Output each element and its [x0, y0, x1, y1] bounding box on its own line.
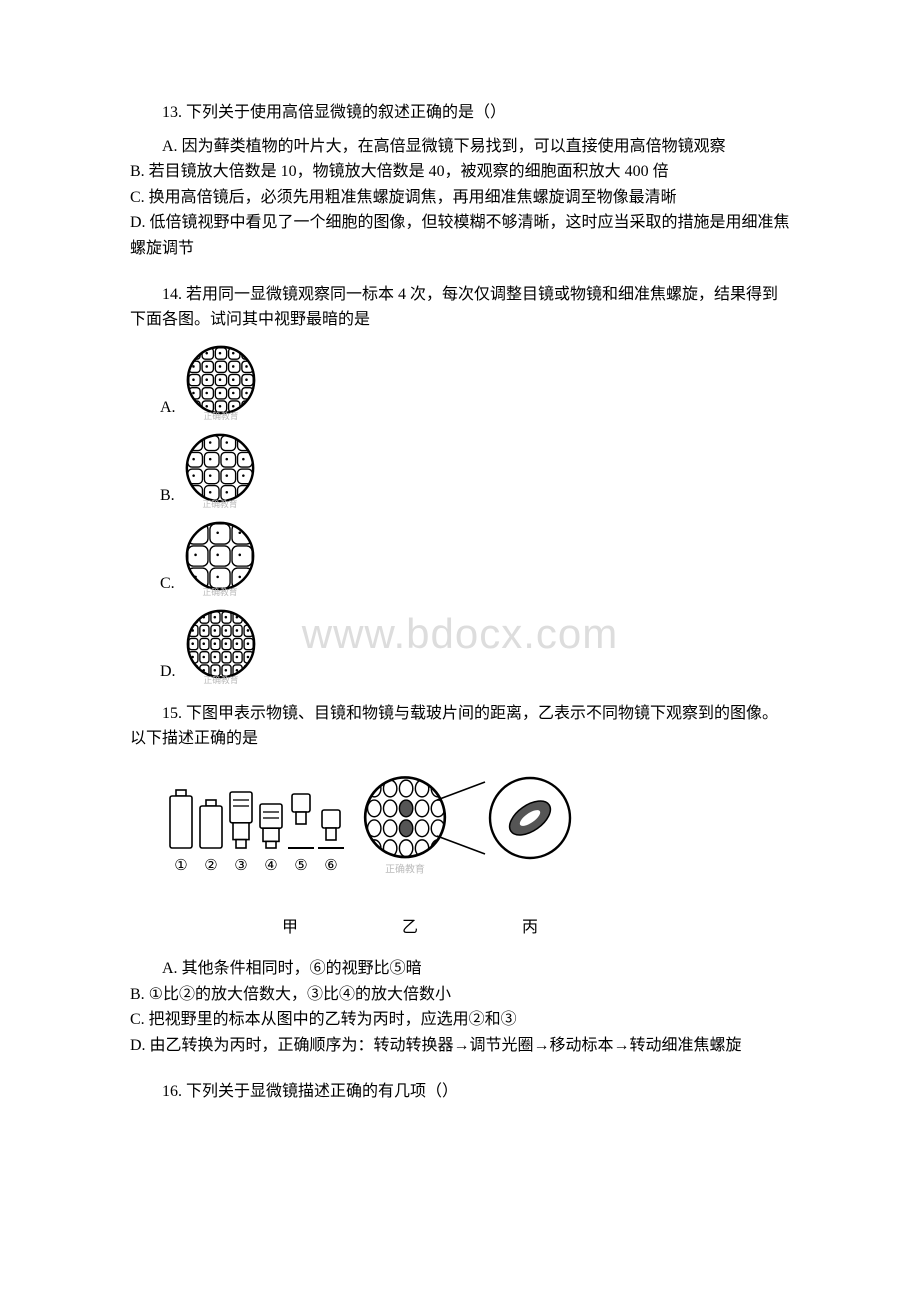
- q13-a-text: 因为藓类植物的叶片大，在高倍显微镜下易找到，可以直接使用高倍物镜观察: [182, 138, 726, 155]
- q15-option-b: B. ①比②的放大倍数大，③比④的放大倍数小: [130, 982, 790, 1008]
- q14-option-c: C. 正确教育: [160, 519, 790, 597]
- q15-option-a: A. 其他条件相同时，⑥的视野比⑤暗: [130, 956, 790, 982]
- q15-a-prefix: A.: [162, 960, 182, 977]
- svg-text:⑥: ⑥: [324, 858, 337, 874]
- q14-label-b: B.: [160, 483, 175, 509]
- q15-options: A. 其他条件相同时，⑥的视野比⑤暗 B. ①比②的放大倍数大，③比④的放大倍数…: [130, 956, 790, 1058]
- q14-label-c: C.: [160, 571, 175, 597]
- q13-a-prefix: A.: [162, 138, 182, 155]
- svg-text:正确教育: 正确教育: [203, 410, 238, 421]
- q14-option-d: D. 正确教育: [160, 607, 790, 685]
- q14-label-d: D.: [160, 659, 176, 685]
- q15-label-yi: 乙: [350, 915, 470, 941]
- svg-text:③: ③: [234, 858, 247, 874]
- q14-figure-d: 正确教育: [182, 607, 260, 685]
- q15-label-bing: 丙: [470, 915, 590, 941]
- q15-option-c: C. 把视野里的标本从图中的乙转为丙时，应选用②和③: [130, 1007, 790, 1033]
- q13-options: A. 因为藓类植物的叶片大，在高倍显微镜下易找到，可以直接使用高倍物镜观察 B.…: [130, 134, 790, 262]
- q15-sublabels: 甲 乙 丙: [160, 915, 790, 941]
- page-content: 13. 下列关于使用高倍显微镜的叙述正确的是（） A. 因为藓类植物的叶片大，在…: [130, 100, 790, 1104]
- q13-option-a: A. 因为藓类植物的叶片大，在高倍显微镜下易找到，可以直接使用高倍物镜观察: [130, 134, 790, 160]
- svg-text:①: ①: [174, 858, 187, 874]
- svg-text:②: ②: [204, 858, 217, 874]
- q15-a-text: 其他条件相同时，⑥的视野比⑤暗: [182, 960, 422, 977]
- q16-stem: 16. 下列关于显微镜描述正确的有几项（）: [130, 1079, 790, 1105]
- svg-text:正确教育: 正确教育: [203, 674, 238, 685]
- q15-option-d: D. 由乙转换为丙时，正确顺序为：转动转换器→调节光圈→移动标本→转动细准焦螺旋: [130, 1033, 790, 1059]
- q13-option-c: C. 换用高倍镜后，必须先用粗准焦螺旋调焦，再用细准焦螺旋调至物像最清晰: [130, 185, 790, 211]
- svg-text:正确教育: 正确教育: [385, 863, 425, 876]
- q14-stem: 14. 若用同一显微镜观察同一标本 4 次，每次仅调整目镜或物镜和细准焦螺旋，结…: [130, 282, 790, 333]
- q15-label-jia: 甲: [160, 915, 350, 941]
- q14-option-a: A. 正确教育: [160, 343, 790, 421]
- q15-svg: ① ② ③ ④ ⑤ ⑥ 正确教育: [160, 768, 620, 898]
- q14-figure-b: 正确教育: [181, 431, 259, 509]
- svg-text:正确教育: 正确教育: [202, 586, 237, 597]
- q15-figure: ① ② ③ ④ ⑤ ⑥ 正确教育 甲 乙 丙: [160, 768, 790, 940]
- svg-text:正确教育: 正确教育: [202, 498, 237, 509]
- q14-figure-a: 正确教育: [182, 343, 260, 421]
- q13-stem: 13. 下列关于使用高倍显微镜的叙述正确的是（）: [130, 100, 790, 126]
- q13-option-d: D. 低倍镜视野中看见了一个细胞的图像，但较模糊不够清晰，这时应当采取的措施是用…: [130, 210, 790, 261]
- q15-stem: 15. 下图甲表示物镜、目镜和物镜与载玻片间的距离，乙表示不同物镜下观察到的图像…: [130, 701, 790, 752]
- q14-figure-c: 正确教育: [181, 519, 259, 597]
- svg-text:④: ④: [264, 858, 277, 874]
- svg-text:⑤: ⑤: [294, 858, 307, 874]
- q14-label-a: A.: [160, 395, 176, 421]
- q14-option-b: B. 正确教育: [160, 431, 790, 509]
- q13-option-b: B. 若目镜放大倍数是 10，物镜放大倍数是 40，被观察的细胞面积放大 400…: [130, 159, 790, 185]
